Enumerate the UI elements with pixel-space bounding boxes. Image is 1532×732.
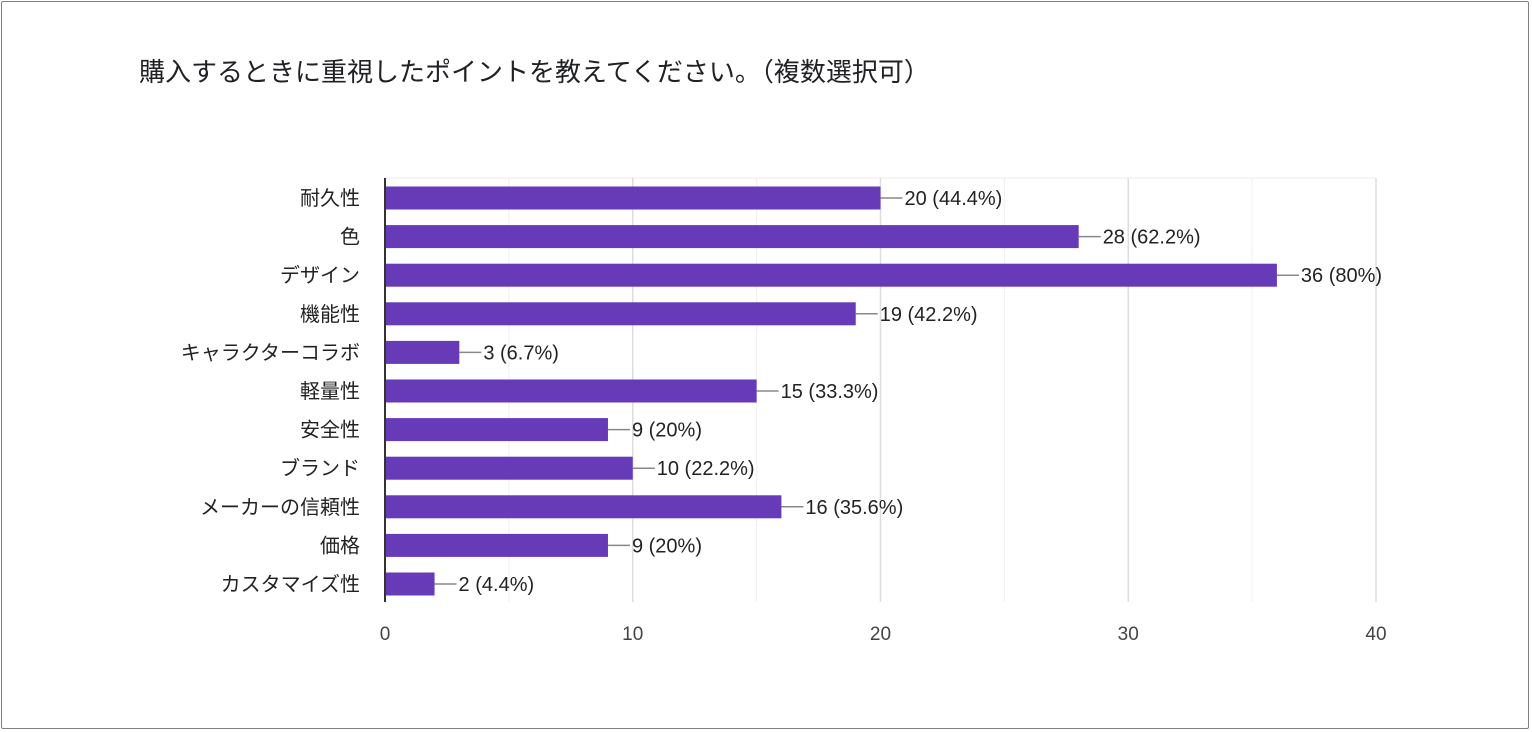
category-label: 機能性	[300, 302, 360, 326]
chart-title: 購入するときに重視したポイントを教えてください。（複数選択可）	[139, 58, 930, 88]
x-tick-label: 40	[1365, 624, 1386, 645]
category-label: 安全性	[300, 418, 360, 442]
category-label: ブランド	[280, 456, 360, 480]
data-label: 20 (44.4%)	[905, 188, 1003, 210]
category-label: 価格	[320, 533, 360, 557]
category-label: デザイン	[280, 263, 360, 287]
bar	[385, 340, 460, 364]
x-tick-label: 30	[1118, 624, 1139, 645]
data-label: 19 (42.2%)	[880, 304, 978, 326]
category-label: 耐久性	[300, 186, 360, 210]
bar	[385, 302, 856, 326]
bar	[385, 572, 435, 596]
bar	[385, 418, 608, 442]
bar	[385, 495, 782, 519]
bar	[385, 379, 757, 403]
data-label: 15 (33.3%)	[781, 381, 879, 403]
category-label: 色	[340, 225, 360, 249]
x-tick-label: 0	[380, 624, 391, 645]
x-tick-label: 10	[622, 624, 643, 645]
category-label: キャラクターコラボ	[181, 340, 360, 364]
data-label: 3 (6.7%)	[483, 342, 559, 364]
bar	[385, 225, 1079, 249]
data-label: 9 (20%)	[632, 420, 702, 442]
data-label: 16 (35.6%)	[805, 497, 903, 519]
data-label: 2 (4.4%)	[459, 574, 535, 596]
x-tick-label: 20	[870, 624, 891, 645]
data-label: 28 (62.2%)	[1103, 227, 1201, 249]
data-label: 36 (80%)	[1301, 265, 1382, 287]
category-label: 軽量性	[300, 379, 360, 403]
bar	[385, 186, 881, 210]
labels: 0 10 20 30 40 耐久性 20 (44.4%) 色 28 (62.2%) デザイン 36 …	[181, 186, 1387, 645]
bar	[385, 456, 633, 480]
bar	[385, 533, 608, 557]
category-label: メーカーの信頼性	[200, 495, 360, 519]
bars	[385, 186, 1299, 596]
category-label: カスタマイズ性	[221, 572, 360, 596]
data-label: 10 (22.2%)	[657, 458, 755, 480]
bar	[385, 263, 1277, 287]
data-label: 9 (20%)	[632, 535, 702, 557]
